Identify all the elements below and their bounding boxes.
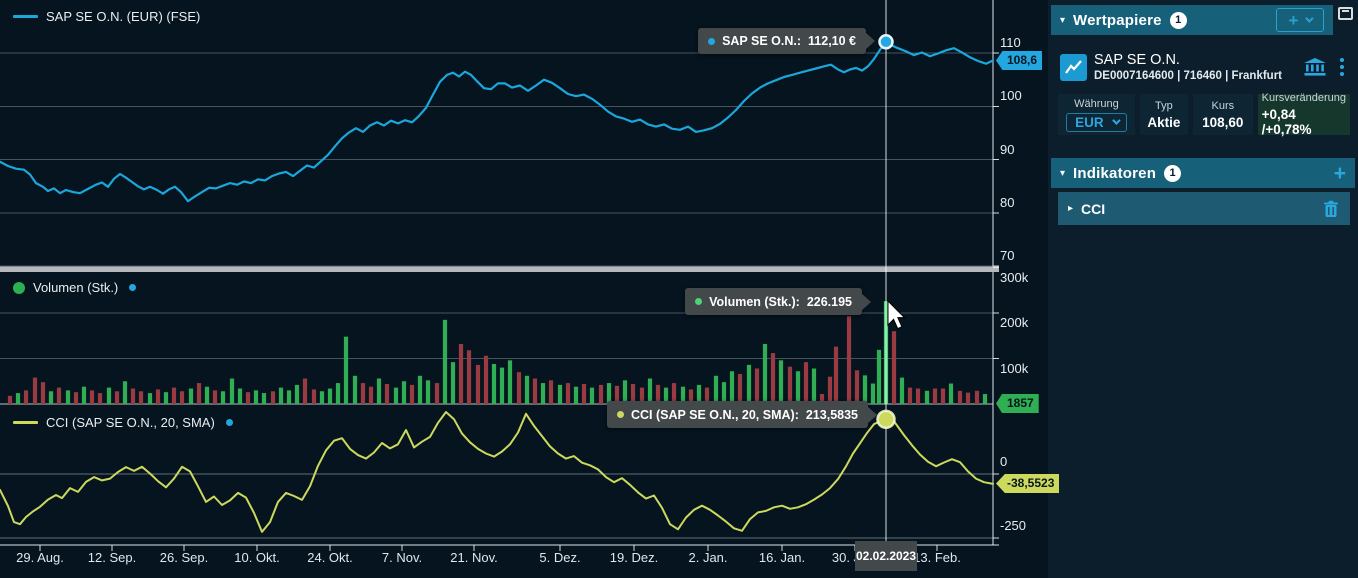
volume-axis-tick: 300k — [1000, 269, 1029, 285]
chart-canvas[interactable] — [0, 0, 1048, 578]
volume-swatch-icon — [13, 281, 25, 294]
date-axis-tick: 10. Okt. — [234, 550, 280, 565]
date-axis-tick: 13. Feb. — [913, 550, 961, 565]
expand-icon[interactable]: ▸ — [1068, 203, 1074, 214]
currency-label: Währung — [1074, 97, 1119, 110]
indikatoren-title: Indikatoren — [1073, 164, 1157, 182]
change-value: +0,84 /+0,78% — [1261, 107, 1312, 137]
cci-dot-icon — [617, 411, 624, 418]
currency-dropdown[interactable]: EUR — [1066, 112, 1127, 132]
exchange-bank-icon[interactable] — [1304, 58, 1326, 76]
cci-legend[interactable]: CCI (SAP SE O.N., 20, SMA) — [13, 415, 233, 430]
currency-value: EUR — [1075, 114, 1104, 130]
cci-legend-label: CCI (SAP SE O.N., 20, SMA) — [46, 415, 215, 430]
volume-tooltip: Volumen (Stk.): 226.195 — [685, 288, 871, 315]
price-line-swatch-icon — [13, 15, 38, 18]
security-info-cells: Währung EUR Typ Aktie Kurs 108,60 Kursve… — [1058, 92, 1350, 137]
date-axis-tick: 7. Nov. — [381, 550, 423, 565]
security-titles: SAP SE O.N. DE0007164600 | 716460 | Fran… — [1094, 52, 1304, 82]
volume-axis-tick: 200k — [1000, 315, 1029, 330]
date-axis-tick: 2. Jan. — [688, 550, 728, 565]
cci-axis-tick: -250 — [1000, 518, 1027, 533]
cci-tooltip-label: CCI (SAP SE O.N., 20, SMA): — [631, 407, 799, 422]
volume-tooltip-value: 226.195 — [806, 294, 852, 309]
type-value: Aktie — [1147, 114, 1181, 130]
date-axis-tick: 24. Okt. — [307, 550, 353, 565]
cci-tooltip: CCI (SAP SE O.N., 20, SMA): 213,5835 — [607, 401, 877, 428]
change-label: Kursveränderung — [1261, 92, 1346, 104]
plus-icon: + — [1288, 10, 1299, 30]
chevron-down-icon — [1111, 116, 1121, 125]
date-axis-tick: 19. Dez. — [609, 550, 659, 565]
indicator-item-cci[interactable]: ▸ CCI — [1058, 192, 1350, 225]
price-axis-tick: 110 — [1000, 35, 1021, 50]
type-cell: Typ Aktie — [1139, 94, 1188, 135]
price-cell: Kurs 108,60 — [1192, 94, 1253, 135]
indikatoren-header[interactable]: ▾ Indikatoren 1 + — [1051, 158, 1355, 188]
trash-icon[interactable] — [1322, 200, 1340, 218]
price-legend[interactable]: SAP SE O.N. (EUR) (FSE) — [13, 9, 200, 24]
collapse-panel-icon[interactable] — [1338, 7, 1353, 20]
cci-tooltip-value: 213,5835 — [805, 407, 858, 422]
security-meta: DE0007164600 | 716460 | Frankfurt — [1094, 70, 1282, 82]
crosshair-date-box: 02.02.2023 — [855, 541, 917, 571]
price-axis-tick: 70 — [1000, 248, 1015, 264]
date-axis-tick: 21. Nov. — [450, 550, 498, 565]
date-axis-tick: 26. Sep. — [159, 550, 209, 565]
volume-tooltip-label: Volumen (Stk.): — [709, 294, 800, 309]
pane-link-dot-icon[interactable] — [225, 419, 233, 426]
date-axis-tick: 29. Aug. — [16, 550, 64, 565]
date-axis-tick: 12. Sep. — [87, 550, 137, 565]
chart-area[interactable]: SAP SE O.N. (EUR) (FSE) Volumen (Stk.) C… — [0, 0, 1060, 578]
price-tooltip-value: 112,10 € — [808, 34, 856, 48]
collapse-icon[interactable]: ▾ — [1060, 167, 1066, 179]
sidebar: ▾ Wertpapiere 1 + SAP SE O.N. DE00071646… — [1048, 0, 1358, 578]
menu-dots-icon[interactable] — [1338, 56, 1346, 78]
type-label: Typ — [1155, 99, 1173, 112]
volume-dot-icon — [695, 298, 703, 305]
chevron-down-icon — [1305, 14, 1315, 23]
cci-axis-tick: 0 — [1000, 454, 1008, 469]
add-indicator-button[interactable]: + — [1333, 161, 1346, 185]
price-axis-tick: 100 — [1000, 88, 1022, 104]
price-tooltip: SAP SE O.N.: 112,10 € — [698, 28, 875, 54]
volume-last-value-badge: 1857 — [996, 394, 1039, 413]
security-item[interactable]: SAP SE O.N. DE0007164600 | 716460 | Fran… — [1060, 45, 1346, 89]
price-axis-tick: 90 — [1000, 141, 1015, 157]
date-axis-tick: 5. Dez. — [539, 550, 581, 565]
cci-line-swatch-icon — [13, 421, 38, 424]
wertpapiere-header[interactable]: ▾ Wertpapiere 1 + — [1051, 5, 1333, 35]
indicator-label: CCI — [1081, 200, 1106, 217]
change-cell: Kursveränderung +0,84 /+0,78% — [1257, 92, 1350, 137]
volume-legend[interactable]: Volumen (Stk.) — [13, 280, 137, 295]
price-legend-label: SAP SE O.N. (EUR) (FSE) — [46, 9, 201, 24]
currency-cell: Währung EUR — [1058, 94, 1135, 135]
wertpapiere-count-badge: 1 — [1169, 11, 1187, 29]
add-security-button[interactable]: + — [1276, 8, 1324, 32]
security-name: SAP SE O.N. — [1094, 52, 1180, 68]
volume-axis-tick: 100k — [1000, 360, 1029, 376]
collapse-icon[interactable]: ▾ — [1060, 14, 1066, 26]
indikatoren-count-badge: 1 — [1164, 164, 1182, 182]
price-dot-icon — [708, 37, 716, 45]
price-tooltip-label: SAP SE O.N.: — [722, 34, 802, 48]
price-axis-tick: 80 — [1000, 194, 1015, 210]
price-label: Kurs — [1211, 99, 1235, 112]
line-chart-icon — [1060, 53, 1087, 81]
volume-legend-label: Volumen (Stk.) — [33, 280, 119, 295]
price-value: 108,60 — [1202, 114, 1244, 130]
date-axis-tick: 16. Jan. — [758, 550, 806, 565]
pane-link-dot-icon[interactable] — [129, 284, 137, 291]
price-last-value-badge: 108,6 — [996, 51, 1043, 70]
cci-last-value-badge: -38,5523 — [996, 474, 1060, 493]
wertpapiere-title: Wertpapiere — [1073, 11, 1162, 29]
